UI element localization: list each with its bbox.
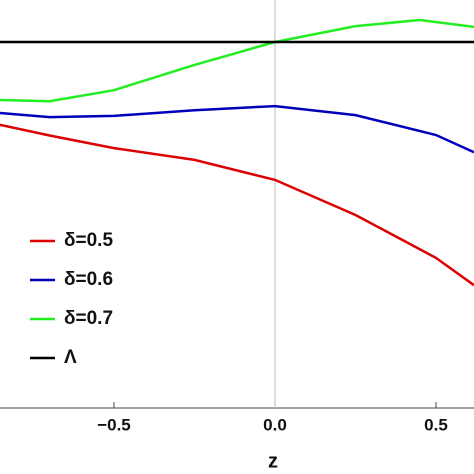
legend-label: δ=0.7 — [64, 308, 113, 329]
line — [0, 18, 474, 103]
line — [0, 104, 474, 154]
line — [0, 123, 474, 287]
x-tick-label: 0.5 — [424, 415, 448, 434]
x-tick-label: 0.0 — [263, 415, 287, 434]
legend-label: δ=0.5 — [64, 230, 113, 251]
x-axis-label: z — [268, 450, 278, 472]
x-tick-label: −0.5 — [97, 415, 131, 434]
legend-label: δ=0.6 — [64, 269, 113, 290]
legend-label: Λ — [64, 347, 77, 368]
